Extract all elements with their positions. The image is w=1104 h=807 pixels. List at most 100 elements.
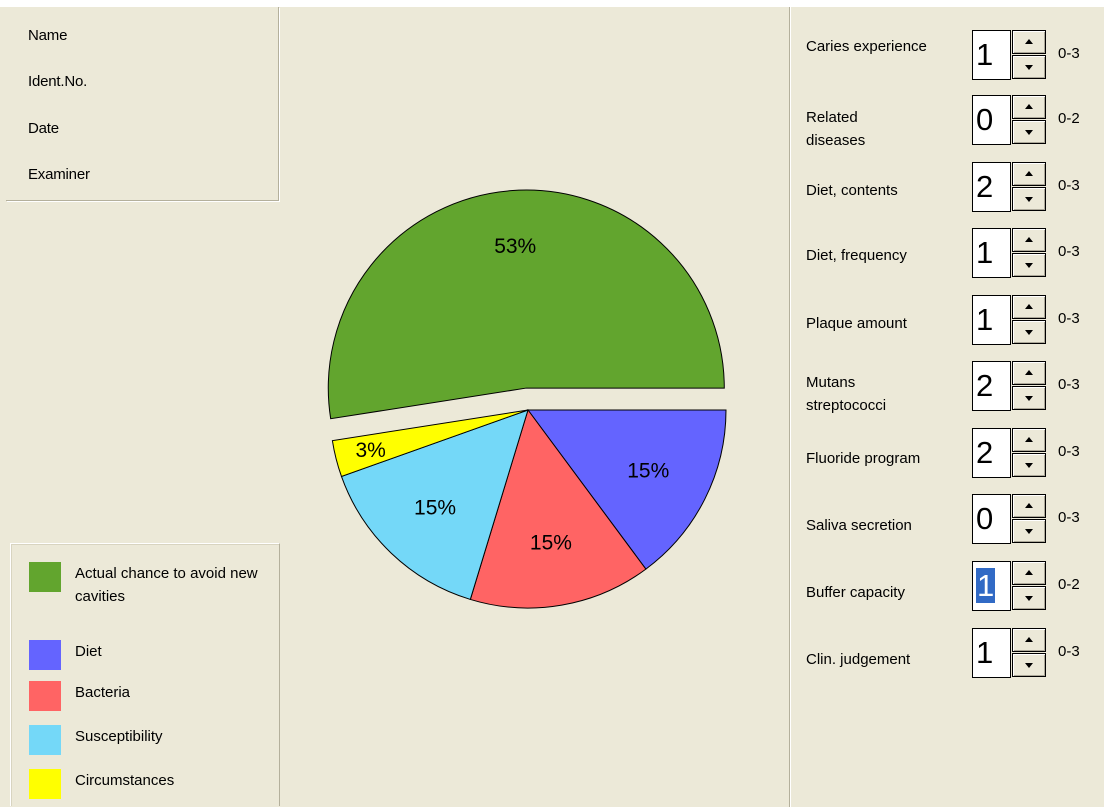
factor-range: 0-3 xyxy=(1058,443,1080,460)
risk-pie-chart: 15% 15% 15% 3% 53% xyxy=(327,189,727,609)
date-label: Date xyxy=(28,120,59,137)
spinner-up-button[interactable] xyxy=(1012,162,1046,186)
spinner-value[interactable]: 0 xyxy=(972,494,1011,544)
slice-circumstances xyxy=(331,409,529,478)
legend-label: Diet xyxy=(75,643,102,660)
spinner-down-button[interactable] xyxy=(1012,320,1046,344)
legend-swatch xyxy=(29,769,61,799)
factor-range: 0-3 xyxy=(1058,310,1080,327)
spinner-up-button[interactable] xyxy=(1012,95,1046,119)
spinner-down-button[interactable] xyxy=(1012,55,1046,79)
arrow-down-icon xyxy=(1025,330,1033,335)
arrow-down-icon xyxy=(1025,596,1033,601)
arrow-down-icon xyxy=(1025,663,1033,668)
spinner-up-button[interactable] xyxy=(1012,494,1046,518)
factor-range: 0-3 xyxy=(1058,643,1080,660)
arrow-up-icon xyxy=(1025,503,1033,508)
spinner-up-button[interactable] xyxy=(1012,428,1046,452)
slice-actual-chance xyxy=(327,189,725,420)
spinner-up-button[interactable] xyxy=(1012,228,1046,252)
spinner-value[interactable]: 1 xyxy=(972,30,1011,80)
arrow-up-icon xyxy=(1025,237,1033,242)
spinner-value[interactable]: 2 xyxy=(972,428,1011,478)
spinner-value[interactable]: 1 xyxy=(972,628,1011,678)
arrow-up-icon xyxy=(1025,370,1033,375)
spinner-up-button[interactable] xyxy=(1012,628,1046,652)
caries-experience-spinner[interactable]: 1 xyxy=(972,30,1048,82)
spinner-up-button[interactable] xyxy=(1012,30,1046,54)
spinner-down-button[interactable] xyxy=(1012,187,1046,211)
arrow-up-icon xyxy=(1025,39,1033,44)
spinner-down-button[interactable] xyxy=(1012,120,1046,144)
arrow-down-icon xyxy=(1025,65,1033,70)
slice-bacteria xyxy=(469,408,647,609)
right-panel-divider xyxy=(789,7,790,807)
factor-label: Diet, contents xyxy=(806,182,898,199)
spinner-down-button[interactable] xyxy=(1012,519,1046,543)
legend-swatch xyxy=(29,725,61,755)
related-diseases-spinner[interactable]: 0 xyxy=(972,95,1048,147)
spinner-value[interactable]: 2 xyxy=(972,361,1011,411)
spinner-up-button[interactable] xyxy=(1012,361,1046,385)
factor-label: Saliva secretion xyxy=(806,517,912,534)
factor-label: Plaque amount xyxy=(806,315,907,332)
clinical-judgement-spinner[interactable]: 1 xyxy=(972,628,1048,680)
mutans-streptococci-spinner[interactable]: 2 xyxy=(972,361,1048,413)
spinner-value[interactable]: 1 xyxy=(972,295,1011,345)
examiner-label: Examiner xyxy=(28,166,90,183)
factor-range: 0-3 xyxy=(1058,376,1080,393)
arrow-up-icon xyxy=(1025,304,1033,309)
spinner-value[interactable]: 1 xyxy=(972,561,1011,611)
factor-label: Buffer capacity xyxy=(806,584,905,601)
legend-swatch xyxy=(29,562,61,592)
factor-label: Mutans streptococci xyxy=(806,374,887,414)
fluoride-program-spinner[interactable]: 2 xyxy=(972,428,1048,480)
arrow-down-icon xyxy=(1025,197,1033,202)
spinner-down-button[interactable] xyxy=(1012,253,1046,277)
factor-range: 0-3 xyxy=(1058,45,1080,62)
arrow-down-icon xyxy=(1025,396,1033,401)
spinner-down-button[interactable] xyxy=(1012,586,1046,610)
arrow-up-icon xyxy=(1025,437,1033,442)
arrow-down-icon xyxy=(1025,263,1033,268)
spinner-down-button[interactable] xyxy=(1012,386,1046,410)
arrow-up-icon xyxy=(1025,570,1033,575)
name-label: Name xyxy=(28,27,68,44)
spinner-value[interactable]: 2 xyxy=(972,162,1011,212)
plaque-amount-spinner[interactable]: 1 xyxy=(972,295,1048,347)
spinner-down-button[interactable] xyxy=(1012,653,1046,677)
ident-number-label: Ident.No. xyxy=(28,73,88,90)
spinner-up-button[interactable] xyxy=(1012,295,1046,319)
arrow-down-icon xyxy=(1025,529,1033,534)
factor-range: 0-3 xyxy=(1058,177,1080,194)
diet-frequency-spinner[interactable]: 1 xyxy=(972,228,1048,280)
factor-range: 0-2 xyxy=(1058,110,1080,127)
factor-range: 0-2 xyxy=(1058,576,1080,593)
slice-diet xyxy=(527,409,727,570)
factor-range: 0-3 xyxy=(1058,509,1080,526)
legend-panel: Actual chance to avoid new cavities Diet… xyxy=(10,543,280,806)
arrow-up-icon xyxy=(1025,637,1033,642)
legend-swatch xyxy=(29,640,61,670)
legend-label: Susceptibility xyxy=(75,728,163,745)
slice-value-label: 53% xyxy=(494,235,536,258)
slice-susceptibility xyxy=(340,409,529,601)
arrow-down-icon xyxy=(1025,130,1033,135)
spinner-down-button[interactable] xyxy=(1012,453,1046,477)
top-edge xyxy=(0,0,1104,7)
factor-label: Caries experience xyxy=(806,38,927,55)
slice-value-label: 3% xyxy=(355,439,385,462)
arrow-up-icon xyxy=(1025,171,1033,176)
spinner-value[interactable]: 0 xyxy=(972,95,1011,145)
arrow-up-icon xyxy=(1025,104,1033,109)
selected-value-highlight[interactable]: 1 xyxy=(976,568,996,603)
factor-label: Fluoride program xyxy=(806,450,921,467)
spinner-value[interactable]: 1 xyxy=(972,228,1011,278)
buffer-capacity-spinner[interactable]: 1 xyxy=(972,561,1048,613)
spinner-up-button[interactable] xyxy=(1012,561,1046,585)
factor-label: Diet, frequency xyxy=(806,247,907,264)
diet-contents-spinner[interactable]: 2 xyxy=(972,162,1048,214)
saliva-secretion-spinner[interactable]: 0 xyxy=(972,494,1048,546)
slice-value-label: 15% xyxy=(530,532,572,555)
patient-info-panel: Name Ident.No. Date Examiner xyxy=(6,7,279,201)
